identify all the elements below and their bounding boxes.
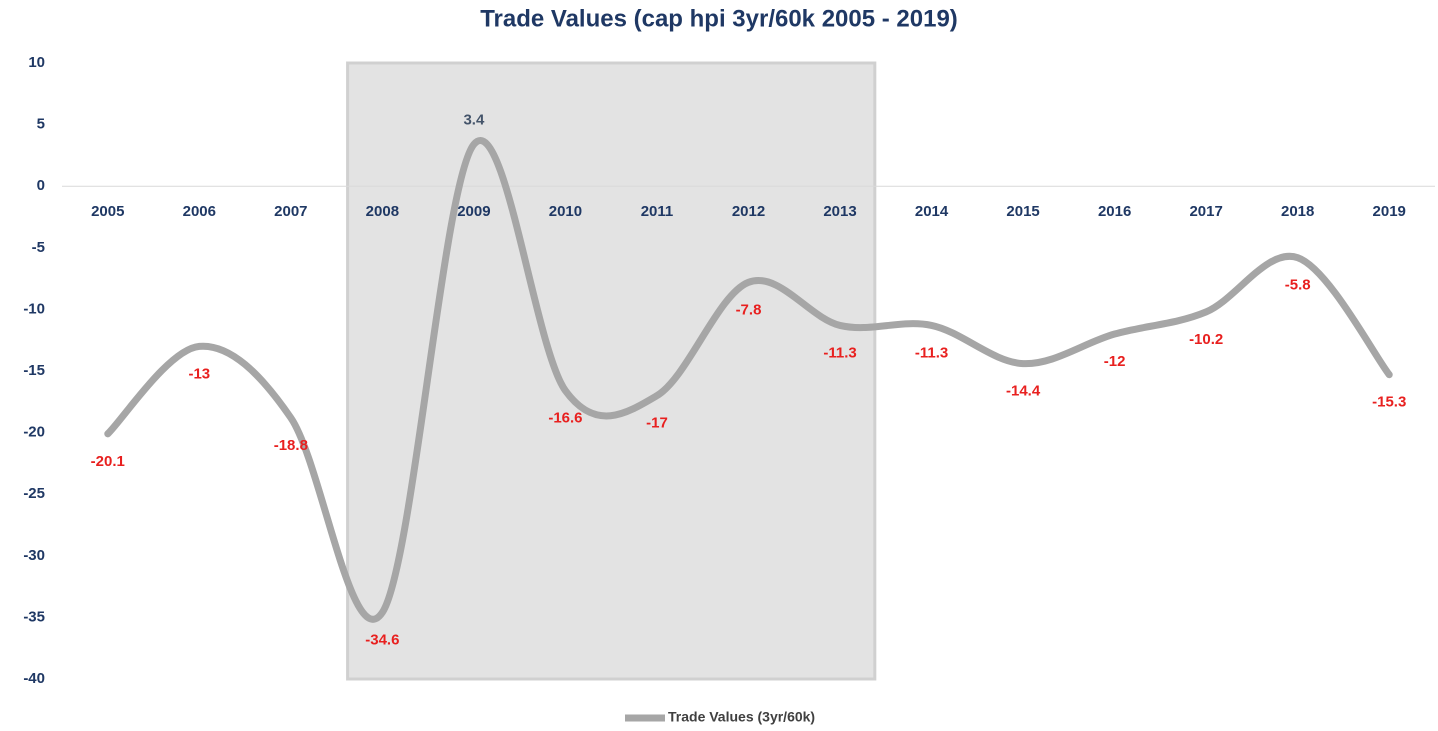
- data-label: -7.8: [736, 301, 762, 318]
- x-tick-label: 2018: [1281, 203, 1314, 220]
- line-series: [104, 137, 1393, 623]
- chart-title: Trade Values (cap hpi 3yr/60k 2005 - 201…: [480, 5, 958, 32]
- data-label: 3.4: [463, 111, 485, 128]
- data-label: -20.1: [91, 453, 125, 470]
- data-label: -14.4: [1006, 383, 1041, 400]
- x-tick-label: 2013: [823, 203, 856, 220]
- data-label: -15.3: [1372, 394, 1406, 411]
- y-tick-label: -15: [23, 362, 45, 379]
- x-tick-label: 2017: [1189, 203, 1222, 220]
- y-tick-label: -40: [23, 670, 45, 687]
- data-label: -10.2: [1189, 331, 1223, 348]
- x-tick-label: 2014: [915, 203, 949, 220]
- x-tick-label: 2010: [549, 203, 582, 220]
- highlight-band: [346, 61, 877, 681]
- x-tick-label: 2005: [91, 203, 124, 220]
- data-label: -11.3: [915, 344, 948, 361]
- x-tick-label: 2016: [1098, 203, 1131, 220]
- y-tick-label: -20: [23, 424, 45, 441]
- y-tick-label: -10: [23, 300, 45, 317]
- x-tick-label: 2007: [274, 203, 307, 220]
- legend-label: Trade Values (3yr/60k): [668, 709, 815, 725]
- y-tick-label: 10: [28, 54, 45, 71]
- y-tick-label: -25: [23, 485, 45, 502]
- x-tick-label: 2006: [183, 203, 216, 220]
- data-label: -12: [1104, 353, 1126, 370]
- y-tick-label: -30: [23, 547, 45, 564]
- data-label: -17: [646, 415, 668, 432]
- y-tick-label: 5: [37, 116, 45, 133]
- x-tick-label: 2012: [732, 203, 765, 220]
- x-tick-label: 2015: [1006, 203, 1039, 220]
- x-tick-label: 2019: [1373, 203, 1406, 220]
- x-tick-label: 2008: [366, 203, 399, 220]
- y-tick-label: 0: [37, 177, 45, 194]
- data-label: -16.6: [548, 410, 582, 427]
- data-label: -18.8: [274, 437, 308, 454]
- x-tick-label: 2009: [457, 203, 490, 220]
- y-tick-label: -35: [23, 608, 45, 625]
- x-tick-label: 2011: [641, 203, 674, 220]
- data-label: -11.3: [823, 344, 856, 361]
- y-tick-label: -5: [32, 239, 45, 256]
- data-label: -34.6: [365, 631, 399, 648]
- data-label: -13: [188, 365, 210, 382]
- data-label: -5.8: [1285, 277, 1311, 294]
